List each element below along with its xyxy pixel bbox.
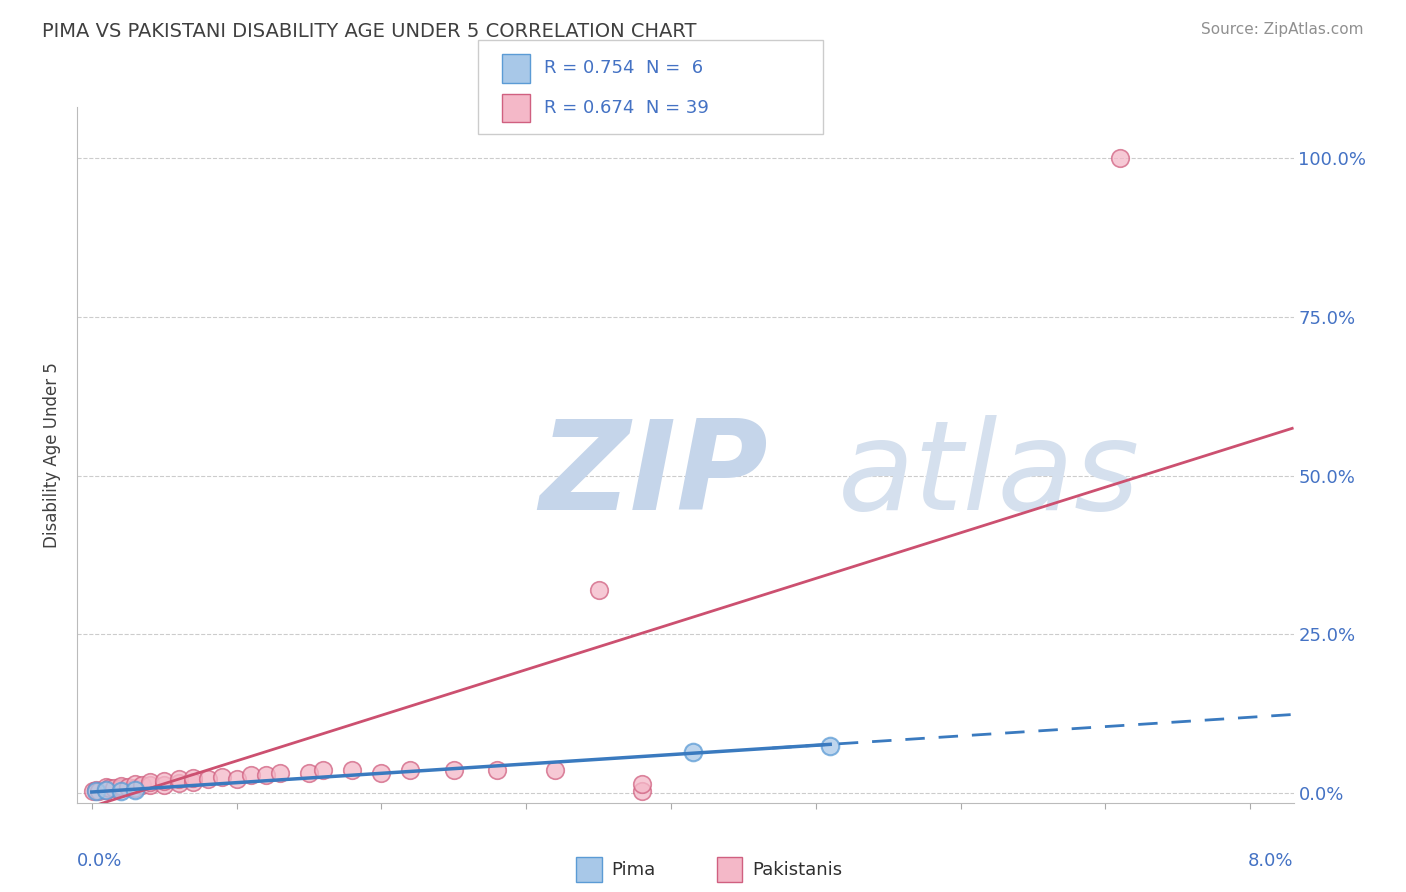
Point — [167, 772, 190, 787]
Point — [153, 778, 176, 792]
Point — [181, 774, 204, 789]
Text: R = 0.754  N =  6: R = 0.754 N = 6 — [544, 60, 703, 78]
Point — [631, 783, 654, 797]
Text: 0.0%: 0.0% — [77, 852, 122, 870]
Point — [124, 781, 146, 796]
Point — [181, 771, 204, 785]
Point — [82, 784, 104, 798]
Point — [110, 783, 132, 797]
Point — [110, 779, 132, 793]
Point — [298, 766, 321, 780]
Point — [342, 764, 364, 778]
Text: Pima: Pima — [612, 861, 655, 879]
Point — [103, 780, 125, 795]
Point — [682, 745, 704, 759]
Point — [544, 764, 567, 778]
Point — [84, 784, 107, 798]
Point — [110, 781, 132, 796]
Point — [240, 768, 263, 782]
Point — [124, 783, 146, 797]
Point — [486, 764, 509, 778]
Point — [211, 770, 233, 784]
Point — [131, 778, 153, 792]
Text: atlas: atlas — [838, 416, 1140, 536]
Point — [84, 783, 107, 797]
Text: PIMA VS PAKISTANI DISABILITY AGE UNDER 5 CORRELATION CHART: PIMA VS PAKISTANI DISABILITY AGE UNDER 5… — [42, 22, 697, 41]
Point — [96, 780, 118, 794]
Point — [167, 776, 190, 790]
Point — [269, 766, 291, 780]
Point — [631, 777, 654, 791]
Point — [443, 764, 465, 778]
Point — [87, 783, 110, 797]
Point — [1108, 151, 1130, 165]
Point — [138, 778, 160, 792]
Y-axis label: Disability Age Under 5: Disability Age Under 5 — [44, 362, 62, 548]
Point — [225, 772, 247, 787]
Text: ZIP: ZIP — [540, 416, 768, 536]
Point — [117, 780, 139, 794]
Point — [96, 783, 118, 797]
Point — [96, 783, 118, 797]
Point — [588, 582, 610, 597]
Point — [312, 764, 335, 778]
Point — [138, 774, 160, 789]
Point — [153, 773, 176, 788]
Point — [98, 781, 121, 796]
Point — [124, 777, 146, 791]
Point — [197, 772, 219, 787]
Point — [370, 766, 392, 780]
Text: Pakistanis: Pakistanis — [752, 861, 842, 879]
Text: R = 0.674  N = 39: R = 0.674 N = 39 — [544, 99, 709, 117]
Text: Source: ZipAtlas.com: Source: ZipAtlas.com — [1201, 22, 1364, 37]
Point — [399, 764, 422, 778]
Point — [254, 768, 277, 782]
Text: 8.0%: 8.0% — [1249, 852, 1294, 870]
Point — [818, 739, 841, 753]
